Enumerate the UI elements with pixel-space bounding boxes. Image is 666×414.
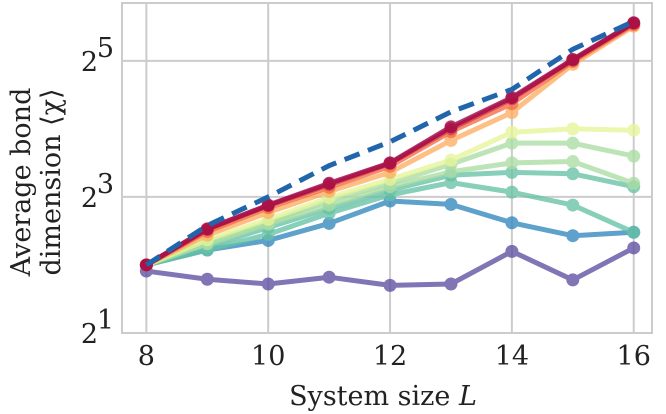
x-axis-label: System size L (289, 381, 477, 412)
data-point (627, 176, 641, 190)
data-point (627, 241, 641, 255)
y-axis-label-line2: dimension ⟨χ⟩ (36, 88, 67, 275)
y-axis-label-line1: Average bond (6, 88, 37, 278)
data-point (627, 149, 641, 163)
x-tick-label: 12 (373, 341, 407, 372)
y-tick-exponent: 1 (97, 305, 114, 336)
y-tick-label: 2 (81, 319, 98, 350)
reference-line (145, 19, 635, 268)
data-point (505, 165, 519, 179)
data-point (627, 123, 641, 137)
data-point (566, 122, 580, 136)
data-point (505, 136, 519, 150)
data-point (566, 136, 580, 150)
data-point (444, 197, 458, 211)
data-point (505, 91, 519, 105)
data-point (566, 167, 580, 181)
x-tick-labels: 8 10 12 14 16 (138, 341, 651, 372)
data-point (505, 185, 519, 199)
series-1 (139, 241, 641, 292)
y-tick-label: 2 (81, 183, 98, 214)
data-point (322, 270, 336, 284)
reference-layer (145, 19, 635, 268)
data-point (505, 156, 519, 170)
data-point (566, 198, 580, 212)
x-tick-label: 14 (495, 341, 529, 372)
data-point (444, 277, 458, 291)
plot-frame (121, 2, 653, 334)
data-point (505, 244, 519, 258)
data-point (383, 156, 397, 170)
data-point (505, 216, 519, 230)
x-tick-label: 10 (251, 341, 285, 372)
data-point (566, 52, 580, 66)
data-point (627, 225, 641, 239)
data-point (627, 16, 641, 30)
y-axis-label: Average bond dimension ⟨χ⟩ (6, 88, 67, 278)
data-point (566, 273, 580, 287)
data-point (444, 120, 458, 134)
y-tick-label: 2 (81, 47, 98, 78)
data-point (322, 216, 336, 230)
data-point (566, 229, 580, 243)
data-point (383, 278, 397, 292)
y-tick-exponent: 3 (97, 169, 114, 200)
x-tick-label: 16 (617, 341, 651, 372)
data-point (200, 272, 214, 286)
data-point (261, 198, 275, 212)
x-tick-label: 8 (138, 341, 155, 372)
data-point (566, 155, 580, 169)
y-tick-exponent: 5 (97, 33, 114, 64)
data-point (444, 153, 458, 167)
data-point (261, 277, 275, 291)
data-point (505, 125, 519, 139)
data-point (322, 176, 336, 190)
